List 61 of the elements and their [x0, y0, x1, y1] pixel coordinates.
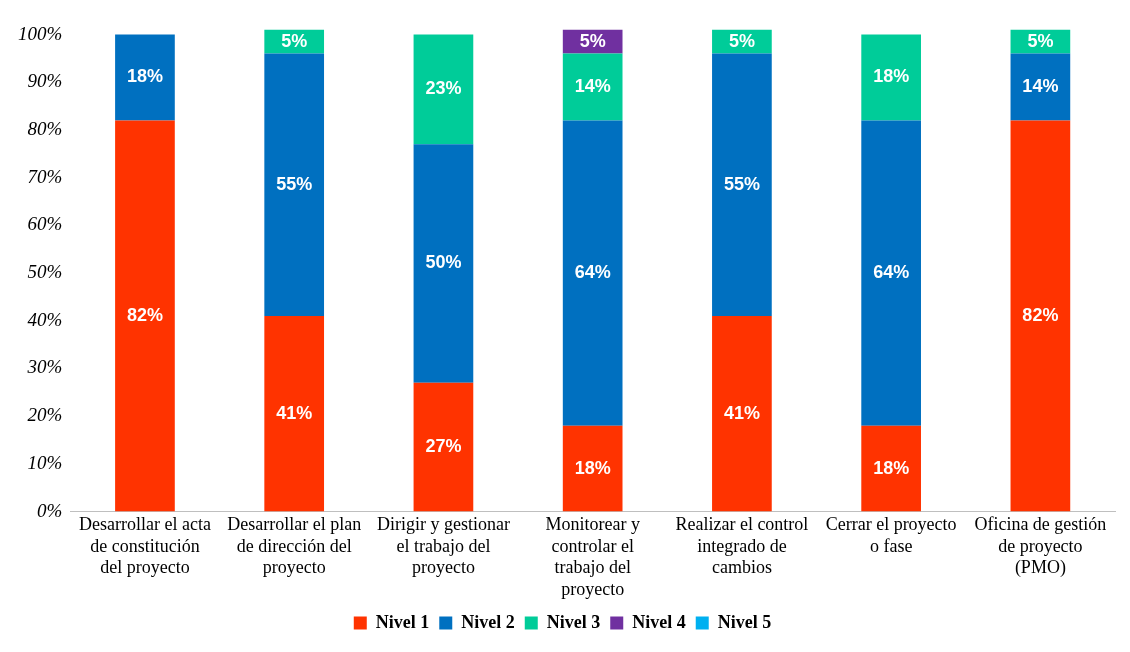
data-label: 41% — [276, 402, 313, 423]
data-label: 64% — [574, 262, 611, 283]
y-tick-label: 30% — [26, 356, 63, 378]
bar — [115, 34, 175, 121]
bar — [861, 425, 921, 512]
y-tick-label: 90% — [27, 70, 63, 92]
data-label: 82% — [126, 304, 163, 325]
data-label: 41% — [723, 402, 760, 423]
bar — [264, 53, 325, 317]
data-label: 55% — [276, 173, 313, 194]
bar — [712, 316, 772, 512]
data-label: 18% — [873, 66, 910, 87]
data-label: 18% — [873, 457, 910, 478]
x-tick-label: Monitorear y controlar el trabajo del proyecto — [545, 514, 640, 599]
bar — [562, 120, 623, 426]
y-tick-label: 50% — [27, 261, 63, 283]
bar — [861, 34, 921, 121]
y-tick-label: 100% — [18, 22, 63, 44]
data-label: 18% — [126, 66, 163, 87]
y-tick-label: 40% — [27, 308, 63, 330]
data-label: 82% — [1022, 304, 1059, 325]
legend-label: Nivel 3 — [546, 611, 601, 632]
bar — [712, 53, 772, 317]
bar — [1010, 53, 1071, 121]
legend-label: Nivel 4 — [632, 611, 686, 632]
y-tick-label: 80% — [27, 117, 63, 139]
data-label: 50% — [425, 252, 462, 273]
y-tick-label: 20% — [27, 404, 63, 426]
data-label: 18% — [574, 457, 611, 478]
data-label: 5% — [728, 30, 755, 51]
data-label: 14% — [1022, 75, 1059, 96]
x-tick-label: Dirigir y gestionar el trabajo del proyecto — [376, 514, 510, 578]
x-tick-label: Cerrar el proyecto o fase — [825, 514, 957, 556]
bar — [861, 120, 921, 426]
y-tick-label: 60% — [27, 213, 63, 235]
bar — [413, 34, 474, 145]
y-tick-label: 10% — [27, 451, 63, 473]
bar — [562, 53, 623, 121]
data-label: 5% — [1027, 30, 1054, 51]
x-tick-label: Desarrollar el acta de constitución del proyecto — [78, 514, 211, 578]
x-tick-label: Realizar el control integrado de cambios — [675, 514, 809, 578]
data-label: 14% — [574, 75, 611, 96]
data-label: 27% — [425, 436, 462, 457]
bar — [1010, 120, 1071, 512]
bar — [413, 144, 474, 383]
y-tick-label: 0% — [37, 499, 63, 521]
x-tick-label: Oficina de gestión de proyecto (PMO) — [974, 514, 1107, 579]
legend-label: Nivel 1 — [375, 611, 430, 632]
bar — [413, 382, 474, 512]
bar — [264, 316, 325, 512]
data-label: 64% — [873, 262, 910, 283]
bar — [115, 120, 175, 512]
legend-label: Nivel 2 — [461, 611, 515, 632]
y-tick-label: 70% — [27, 165, 63, 187]
data-label: 5% — [579, 30, 606, 51]
bar — [562, 425, 623, 512]
data-label: 55% — [723, 173, 760, 194]
legend-label: Nivel 5 — [717, 611, 772, 632]
x-tick-label: Desarrollar el plan de dirección del proyecto — [227, 514, 362, 578]
data-label: 23% — [425, 78, 462, 99]
data-label: 5% — [281, 30, 308, 51]
